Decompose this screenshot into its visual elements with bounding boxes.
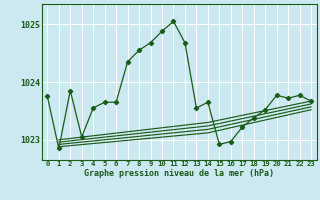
X-axis label: Graphe pression niveau de la mer (hPa): Graphe pression niveau de la mer (hPa)	[84, 169, 274, 178]
